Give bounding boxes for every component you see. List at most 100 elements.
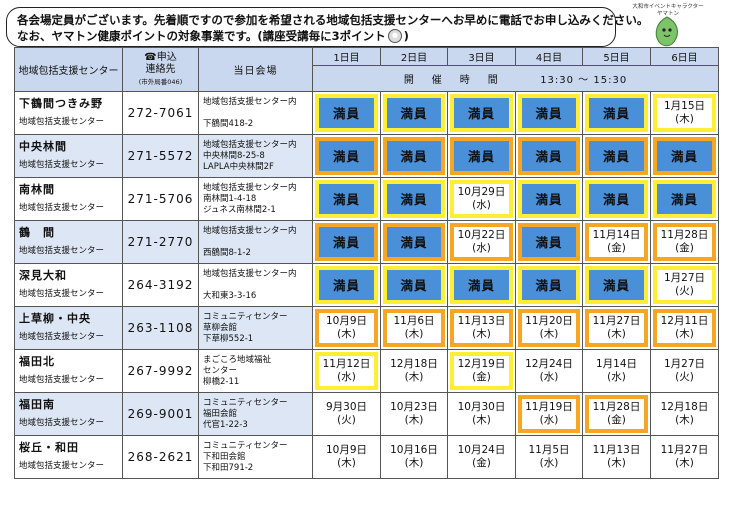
- session-date: 11月27日 (木): [585, 309, 648, 347]
- session-inner: 10月16日 (木): [390, 444, 438, 470]
- session-full: 満員: [383, 137, 445, 175]
- session-text: 11月5日: [528, 444, 570, 456]
- venue-line: 下鶴間418-2: [203, 118, 254, 129]
- area-name: 福田北: [19, 355, 55, 368]
- session-cell: 満員: [380, 177, 448, 221]
- row-area: 桜丘・和田 地域包括支援センター: [14, 435, 123, 479]
- session-text: 満員: [602, 277, 630, 293]
- header-venue: 当日会場: [198, 47, 313, 92]
- session-inner: 11月27日 (木): [661, 444, 709, 470]
- session-inner: 1月14日 (水): [596, 358, 637, 384]
- table-row: 上草柳・中央 地域包括支援センター 263-1108 コミュニティセンター 草柳会館 下草…: [14, 306, 719, 350]
- session-inner: 満員: [319, 270, 374, 300]
- session-cell: 11月28日 (金): [650, 220, 719, 264]
- session-cell: 11月13日 (木): [447, 306, 516, 350]
- header-time-value: 13:30 ～ 15:30: [540, 75, 628, 86]
- mascot-caption-line-2: ヤマトン: [656, 11, 679, 17]
- session-text: 満員: [400, 234, 428, 250]
- session-text: 10月30日: [457, 401, 506, 413]
- phone-number: 271-2770: [122, 220, 199, 264]
- area-name: 南林間: [19, 183, 55, 196]
- session-weekday: (金): [472, 371, 491, 383]
- header-time: 開 催 時 間 13:30 ～ 15:30: [312, 65, 719, 92]
- header-contact-line-3: (市外局番046): [138, 77, 183, 86]
- session-inner: 10月9日 (木): [319, 313, 374, 343]
- session-weekday: (水): [472, 242, 491, 254]
- table-row: 深見大和 地域包括支援センター 264-3192 地域包括支援センター内 大和東3-3-…: [14, 263, 719, 307]
- session-text: 11月28日: [592, 401, 641, 413]
- session-inner: 12月18日 (木): [390, 358, 438, 384]
- session-date: 1月15日 (木): [653, 94, 716, 132]
- session-text: 12月18日: [660, 401, 709, 413]
- session-full: 満員: [585, 180, 648, 218]
- header-contact-line-2: 連絡先: [145, 63, 176, 75]
- session-text: 11月28日: [660, 229, 709, 241]
- session-date: 1月27日 (火): [653, 352, 716, 390]
- session-date: 11月13日 (木): [585, 438, 648, 476]
- session-full: 満員: [585, 94, 648, 132]
- venue-line: 地域包括支援センター内: [203, 225, 297, 236]
- area-name: 桜丘・和田: [19, 441, 79, 454]
- session-text: 満員: [535, 191, 563, 207]
- session-date: 12月11日 (木): [653, 309, 716, 347]
- session-cell: 12月18日 (木): [650, 392, 719, 436]
- session-text: 11月20日: [525, 315, 573, 327]
- session-text: 12月24日: [525, 358, 573, 370]
- area-sub: 地域包括支援センター: [19, 246, 105, 256]
- venue-info: コミュニティセンター 福田会館 代官1-22-3: [198, 392, 313, 436]
- session-date: 1月27日 (火): [653, 266, 716, 304]
- session-full: 満員: [383, 180, 445, 218]
- session-text: 満員: [332, 105, 360, 121]
- table-row: 福田南 地域包括支援センター 269-9001 コミュニティセンター 福田会館 代官1-2…: [14, 392, 719, 436]
- table-row: 鶴 間地域包括支援センター 271-2770 地域包括支援センター内 西鶴間8-1-2…: [14, 220, 719, 264]
- schedule-body: 下鶴間つきみ野 地域包括支援センター 272-7061 地域包括支援センター内 下鶴間4…: [14, 91, 719, 479]
- session-inner: 満員: [319, 227, 374, 257]
- session-cell: 満員: [312, 263, 381, 307]
- session-cell: 満員: [380, 134, 448, 178]
- session-date: 11月28日 (金): [653, 223, 716, 261]
- session-text: 満員: [400, 148, 428, 164]
- area-sub: 地域包括支援センター: [19, 332, 105, 342]
- session-weekday: (火): [675, 285, 694, 297]
- session-inner: 満員: [522, 184, 576, 214]
- session-inner: 10月29日 (水): [454, 184, 509, 214]
- session-text: 満員: [400, 191, 428, 207]
- session-date: 11月14日 (金): [585, 223, 648, 261]
- session-inner: 10月30日 (木): [458, 401, 506, 427]
- session-cell: 満員: [447, 134, 516, 178]
- session-weekday: (木): [472, 414, 491, 426]
- session-weekday: (木): [404, 414, 424, 426]
- session-weekday: (木): [675, 113, 694, 125]
- session-text: 11月13日: [457, 315, 506, 327]
- session-inner: 11月6日 (木): [387, 313, 441, 343]
- session-full: 満員: [518, 223, 580, 261]
- session-text: 12月18日: [390, 358, 438, 370]
- session-inner: 11月27日 (木): [589, 313, 644, 343]
- header-day-4: 4日目: [515, 47, 583, 66]
- session-date: 10月30日 (木): [450, 395, 513, 433]
- header-day-6: 6日目: [650, 47, 719, 66]
- session-cell: 満員: [582, 134, 651, 178]
- session-cell: 1月14日 (水): [582, 349, 651, 393]
- area-name: 中央林間: [19, 140, 67, 153]
- session-text: 10月24日: [457, 444, 506, 456]
- phone-number: 271-5706: [122, 177, 199, 221]
- session-text: 満員: [332, 277, 360, 293]
- row-area: 中央林間 地域包括支援センター: [14, 134, 123, 178]
- venue-line: LAPLA中央林間2F: [203, 161, 274, 172]
- session-full: 満員: [518, 266, 580, 304]
- session-weekday: (木): [337, 328, 356, 340]
- session-full: 満員: [315, 137, 378, 175]
- session-full: 満員: [585, 266, 648, 304]
- session-weekday: (木): [607, 457, 626, 469]
- session-text: 10月22日: [457, 229, 506, 241]
- schedule-table: 地域包括支援センター ☎申込 連絡先 (市外局番046) 当日会場 1日目 2日…: [14, 47, 719, 479]
- session-inner: 9月30日 (火): [326, 401, 367, 427]
- phone-number: 263-1108: [122, 306, 199, 350]
- session-text: 10月23日: [390, 401, 438, 413]
- row-area: 深見大和 地域包括支援センター: [14, 263, 123, 307]
- session-cell: 満員: [515, 134, 583, 178]
- session-full: 満員: [653, 180, 716, 218]
- row-area: 福田南 地域包括支援センター: [14, 392, 123, 436]
- venue-line: 下草柳552-1: [203, 333, 254, 344]
